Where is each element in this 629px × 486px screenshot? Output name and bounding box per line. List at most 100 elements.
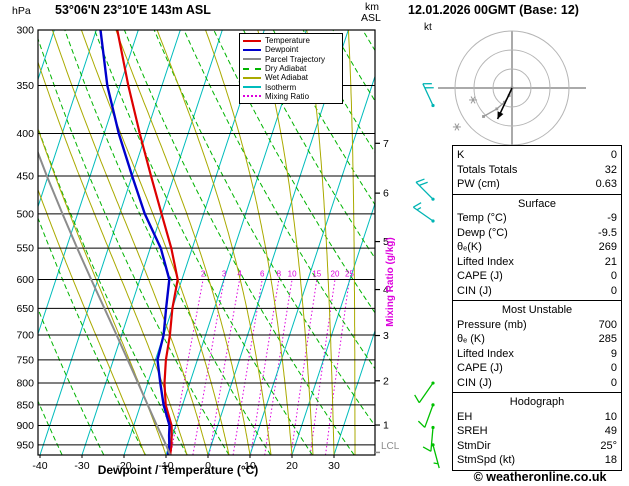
legend-item: Isotherm [243,82,339,92]
mixing-ratio-labels: 2 3 4 6 8 10 15 20 25 [201,270,355,279]
stat-row: Pressure (mb) 700 [453,318,621,333]
legend-line-sample [243,95,261,98]
wind-barb [424,404,434,428]
pressure-tick-label: 650 [16,303,34,315]
stats-section-hodograph: Hodograph EH 10 SREH 49 StmDir 25° StmSpd (kt) 1… [452,392,622,471]
chart-legend: Temperature Dewpoint Parcel Trajectory Dry … [239,33,343,105]
stat-label: StmDir [457,439,491,452]
km-tick-label: 4 [383,284,389,296]
mixing-ratio-label: 8 [277,270,282,279]
wind-barb [432,444,440,469]
plot-frame [37,29,376,456]
stat-value: 25° [600,439,617,452]
axis-tick-labels: 3003504004505005506006507007508008509009… [16,25,389,473]
mixing-ratio-label: 25 [345,270,354,279]
isotherm-lines [38,30,375,455]
stat-label: Pressure (mb) [457,318,527,331]
stat-row: θₑ(K) 269 [453,240,621,255]
legend-line-sample [243,67,261,70]
wet-adiabat-lines [38,30,356,455]
pressure-tick-label: 500 [16,208,34,220]
pressure-tick-label: 400 [16,128,34,140]
dewpoint-line [99,30,171,455]
pressure-tick-label: 600 [16,274,34,286]
temperature-tick-label: 10 [244,460,256,472]
stat-value: -9.5 [598,226,617,239]
mixing-ratio-label: 6 [260,270,265,279]
hodograph [438,30,586,146]
stat-value: 9 [610,347,617,360]
stat-row: Lifted Index 9 [453,347,621,362]
stat-label: θₑ(K) [457,241,482,253]
stat-value: 0 [610,362,617,374]
temperature-axis-title: Dewpoint / Temperature (°C) [97,463,259,477]
wind-barb [422,83,434,106]
pressure-tick-label: 550 [16,243,34,255]
stats-section-most-unstable: Most Unstable Pressure (mb) 700 θₑ (K) 285 Li… [452,300,622,393]
mixing-ratio-lines [170,279,350,455]
stat-row: CAPE (J) 0 [453,269,621,284]
run-datetime: 12.01.2026 00GMT (Base: 12) [408,3,579,17]
hodograph-ring [492,68,532,108]
stat-label: StmSpd (kt) [457,454,516,466]
legend-line-sample [243,58,261,61]
wind-barb [430,427,434,452]
stat-label: PW (cm) [457,178,500,190]
parcel-trajectory-line [38,150,172,455]
stat-label: CAPE (J) [457,270,503,282]
km-tick-label: 6 [383,188,389,200]
stat-row: CIN (J) 0 [453,284,621,299]
mixing-ratio-label: 10 [288,270,297,279]
legend-label: Isotherm [265,82,297,92]
stat-row: StmDir 25° [453,439,621,454]
stat-row: Lifted Index 21 [453,255,621,270]
stat-value: 0 [610,284,617,297]
stat-label: CAPE (J) [457,362,503,374]
legend-item: Parcel Trajectory [243,55,339,64]
pressure-tick-label: 900 [16,420,34,432]
legend-item: Mixing Ratio [243,92,339,101]
legend-item: Dry Adiabat [243,64,339,73]
wind-barb [418,382,434,404]
hodograph-unit-label: kt [424,22,432,33]
temperature-tick-label: -30 [74,460,89,472]
pressure-tick-label: 850 [16,399,34,411]
stat-label: Lifted Index [457,255,514,268]
stat-row: SREH 49 [453,424,621,439]
temperature-tick-label: -10 [158,460,173,472]
legend-label: Dewpoint [265,45,299,55]
mixing-ratio-label: 15 [312,270,321,279]
stat-value: 18 [604,454,617,466]
stat-label: Temp (°C) [457,212,507,224]
mixing-ratio-label: 2 [201,270,206,279]
hodograph-ring [473,49,551,127]
stats-section-title: Surface [518,197,556,210]
pressure-tick-label: 300 [16,25,34,37]
temperature-tick-label: 30 [328,460,340,472]
stats-section-title: Hodograph [509,396,565,408]
stat-row: Dewp (°C) -9.5 [453,226,621,241]
stat-row: EH 10 [453,410,621,425]
stat-label: CIN (J) [457,284,492,297]
stat-value: -9 [607,212,617,224]
pressure-tick-label: 450 [16,170,34,182]
temperature-tick-label: -20 [116,460,131,472]
legend-item: Wet Adiabat [243,73,339,82]
pressure-tick-label: 700 [16,330,34,342]
legend-line-sample [243,39,261,42]
km-tick-label: 1 [383,420,389,432]
stat-value: 10 [604,410,617,423]
stat-row: Temp (°C) -9 [453,211,621,226]
pressure-tick-label: 750 [16,354,34,366]
stat-label: Lifted Index [457,347,514,360]
altitude-axis-unit: km [365,1,379,13]
lcl-marker-label: LCL [381,441,400,452]
wind-barbs [412,83,440,469]
copyright-watermark: © weatheronline.co.uk [473,470,607,484]
stats-section-title: Most Unstable [501,304,573,316]
stat-value: 0 [610,270,617,282]
stats-section-surface: Surface Temp (°C) -9 Dewp (°C) -9.5 θₑ(K) 269 L… [452,193,622,301]
legend-label: Temperature [265,36,310,46]
